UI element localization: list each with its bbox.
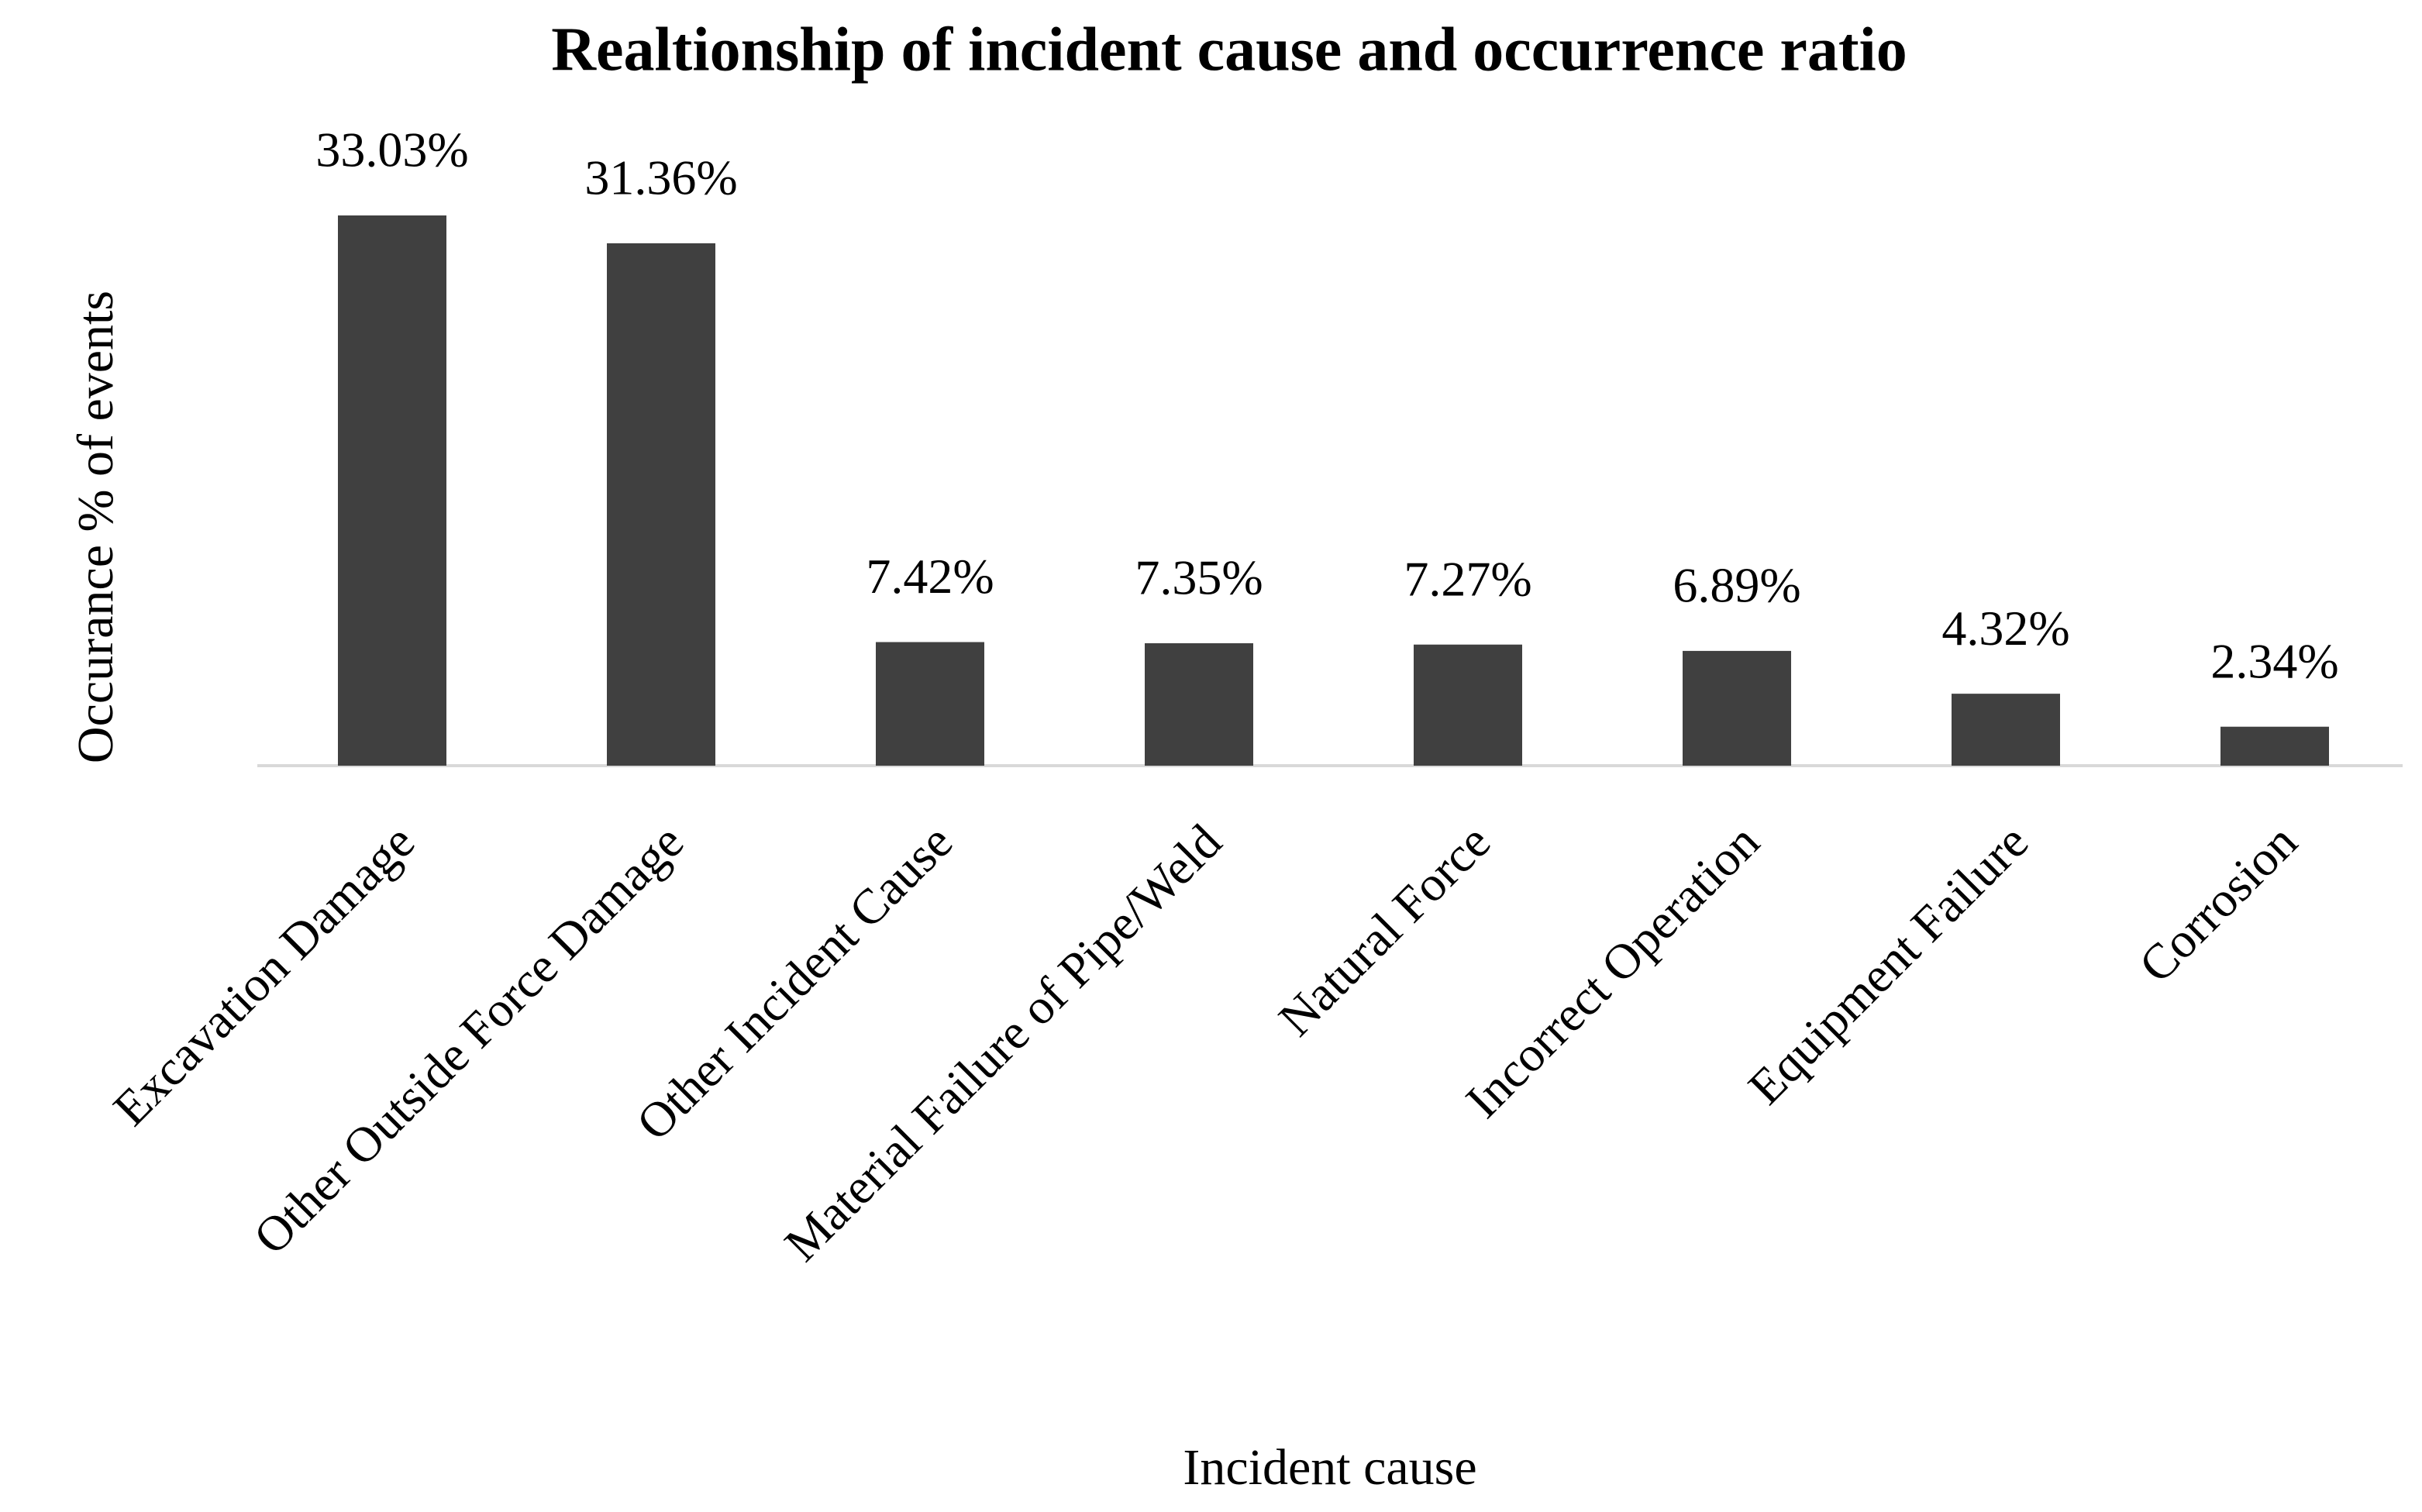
- value-label: 2.34%: [2210, 633, 2338, 688]
- bar: [607, 243, 715, 766]
- x-tick-label: Equipment Failure: [1738, 814, 2038, 1114]
- bar: [1683, 650, 1791, 766]
- x-tick-label: Other Outside Force Damage: [243, 814, 694, 1265]
- x-tick-label: Incorrect Operation: [1456, 814, 1770, 1128]
- bar: [1414, 644, 1522, 766]
- x-tick-label: Excavation Damage: [102, 814, 425, 1136]
- bar: [1952, 694, 2060, 766]
- x-tick-label: Corrosion: [2128, 814, 2307, 993]
- chart-title: Realtionship of incident cause and occur…: [551, 15, 1907, 84]
- x-tick-label: Material Failure of Pipe/Weld: [774, 814, 1232, 1272]
- value-label: 31.36%: [584, 150, 737, 205]
- y-axis-label: Occurance % of events: [67, 291, 124, 763]
- bar: [1145, 643, 1253, 766]
- x-axis-label: Incident cause: [1183, 1439, 1476, 1496]
- value-label: 7.27%: [1404, 551, 1531, 606]
- value-label: 33.03%: [315, 122, 468, 177]
- x-tick-label: Natural Force: [1268, 814, 1500, 1046]
- value-label: 7.35%: [1135, 550, 1263, 605]
- bar: [338, 215, 446, 766]
- value-label: 7.42%: [866, 549, 994, 604]
- value-label: 6.89%: [1673, 558, 1800, 613]
- bar: [876, 642, 984, 766]
- value-label: 4.32%: [1941, 601, 2069, 656]
- bar: [2220, 726, 2329, 766]
